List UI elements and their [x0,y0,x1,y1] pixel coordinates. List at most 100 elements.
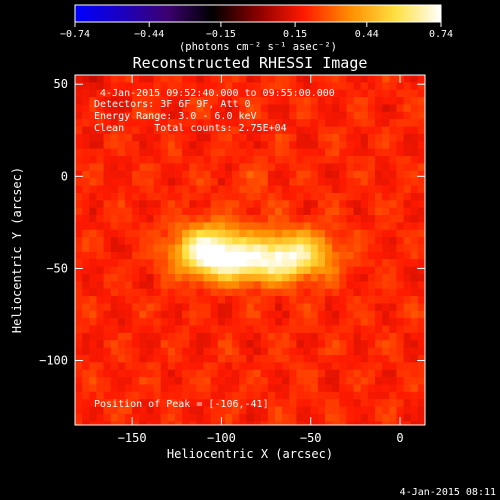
heatmap-cell [417,75,425,83]
heatmap-cell [353,413,362,422]
heatmap-cell [360,406,369,415]
heatmap-cell [289,421,298,425]
heatmap-cell [110,303,119,312]
heatmap-cell [346,303,355,312]
heatmap-cell [260,97,269,106]
heatmap-cell [217,126,226,135]
heatmap-cell [339,97,348,106]
heatmap-cell [117,288,126,297]
heatmap-cell [246,310,255,319]
heatmap-cell [217,178,226,187]
heatmap-cell [232,318,240,327]
heatmap-cell [182,273,190,282]
heatmap-cell [253,303,262,312]
heatmap-cell [110,148,119,157]
heatmap-cell [317,148,326,157]
heatmap-cell [332,288,340,297]
heatmap-cell [117,200,126,209]
heatmap-cell [217,406,226,415]
heatmap-cell [303,200,312,209]
heatmap-cell [225,200,233,209]
heatmap-cell [367,222,376,231]
heatmap-cell [403,141,412,150]
heatmap-cell [403,325,412,334]
heatmap-cell [125,377,133,386]
heatmap-cell [410,369,419,378]
heatmap-cell [217,340,226,349]
heatmap-cell [346,89,355,98]
heatmap-cell [182,200,190,209]
heatmap-cell [182,75,190,83]
heatmap-cell [225,325,233,334]
heatmap-cell [160,266,169,275]
heatmap-cell [353,347,362,356]
colorbar-tick-label: 0.15 [283,29,307,40]
heatmap-cell [117,340,126,349]
heatmap-cell [403,133,412,142]
heatmap-cell [367,75,376,83]
heatmap-cell [189,244,198,253]
heatmap-cell [225,119,233,128]
heatmap-cell [353,75,362,83]
heatmap-cell [303,222,312,231]
heatmap-cell [125,259,133,268]
colorbar-tick-label: 0.44 [355,29,379,40]
heatmap-cell [89,133,98,142]
heatmap-cell [132,406,140,415]
heatmap-cell [267,281,276,290]
heatmap-cell [396,310,405,319]
heatmap-cell [389,156,398,165]
heatmap-cell [210,133,219,142]
heatmap-cell [253,281,262,290]
heatmap-cell [367,399,376,408]
heatmap-cell [325,163,333,172]
heatmap-cell [389,266,398,275]
heatmap-cell [382,273,390,282]
heatmap-cell [189,133,198,142]
heatmap-cell [303,399,312,408]
heatmap-cell [417,281,425,290]
heatmap-cell [246,391,255,400]
heatmap-cell [125,310,133,319]
heatmap-cell [225,148,233,157]
heatmap-cell [196,170,205,179]
heatmap-cell [375,237,383,246]
heatmap-cell [217,281,226,290]
heatmap-cell [339,215,348,223]
heatmap-cell [403,237,412,246]
heatmap-cell [410,104,419,113]
heatmap-cell [282,222,290,231]
heatmap-cell [375,185,383,194]
heatmap-cell [182,207,190,216]
heatmap-cell [246,318,255,327]
heatmap-cell [282,237,290,246]
heatmap-cell [117,141,126,150]
heatmap-cell [310,104,319,113]
heatmap-cell [110,119,119,128]
heatmap-cell [375,310,383,319]
heatmap-cell [182,229,190,238]
heatmap-cell [175,75,183,83]
heatmap-cell [125,347,133,356]
heatmap-cell [139,97,148,106]
heatmap-cell [396,111,405,120]
heatmap-cell [239,399,248,408]
heatmap-cell [382,369,390,378]
heatmap-cell [189,406,198,415]
heatmap-cell [382,185,390,194]
heatmap-cell [367,413,376,422]
heatmap-cell [267,156,276,165]
heatmap-cell [167,406,176,415]
heatmap-cell [396,318,405,327]
heatmap-cell [310,82,319,91]
heatmap-cell [110,111,119,120]
footer-timestamp: 4-Jan-2015 08:11 [400,487,496,498]
heatmap-cell [110,251,119,260]
heatmap-cell [196,222,205,231]
heatmap-cell [367,391,376,400]
heatmap-cell [403,377,412,386]
heatmap-cell [332,273,340,282]
heatmap-cell [289,281,298,290]
heatmap-cell [232,133,240,142]
heatmap-cell [160,399,169,408]
